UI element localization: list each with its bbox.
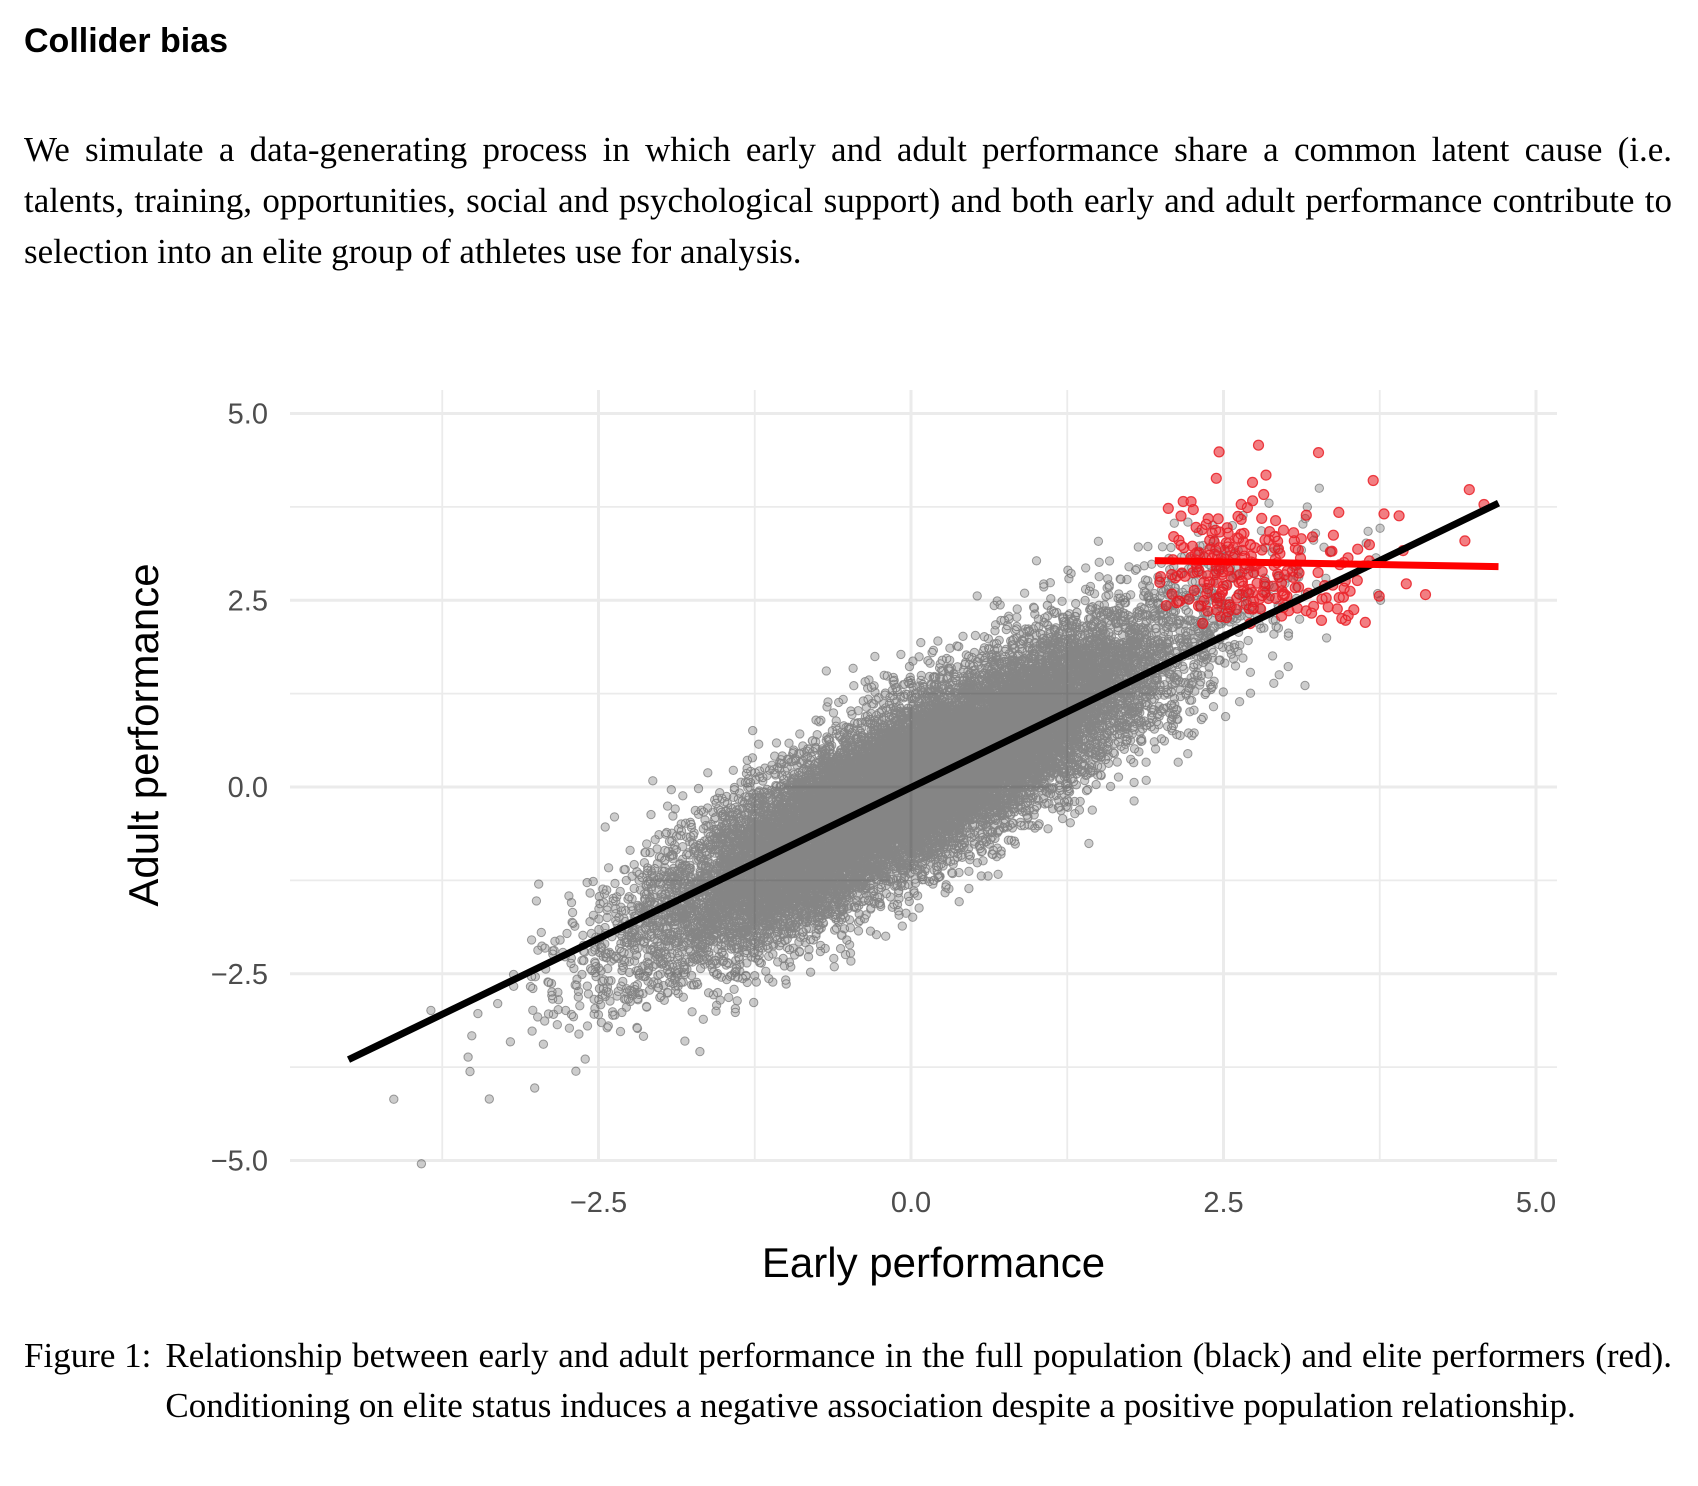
caption-text: Relationship between early and adult per…: [165, 1331, 1672, 1431]
y-tick-label: 2.5: [228, 585, 268, 617]
x-tick-label: −2.5: [570, 1187, 627, 1219]
x-tick-label: 5.0: [1516, 1187, 1556, 1219]
y-tick-label: 0.0: [228, 772, 268, 804]
section-heading: Collider bias: [24, 22, 228, 61]
fit-lines: [349, 503, 1499, 1060]
scatter-chart: −2.5 0.0 2.5 5.0 −5.0 −2.5 0.0 2.5 5.0 Early per…: [0, 360, 1698, 1320]
figure-caption: Figure 1: Relationship between early and…: [24, 1331, 1672, 1431]
x-tick-label: 2.5: [1203, 1187, 1243, 1219]
y-axis-title: Adult performance: [120, 563, 167, 906]
x-tick-label: 0.0: [891, 1187, 931, 1219]
population-fit-line: [349, 503, 1499, 1060]
intro-paragraph: We simulate a data-generating process in…: [24, 124, 1672, 277]
y-tick-label: 5.0: [228, 399, 268, 431]
caption-label: Figure 1:: [24, 1331, 165, 1431]
points: [390, 440, 1489, 1168]
y-tick-label: −2.5: [211, 959, 268, 991]
y-tick-label: −5.0: [211, 1146, 268, 1178]
x-axis-title: Early performance: [762, 1239, 1105, 1286]
